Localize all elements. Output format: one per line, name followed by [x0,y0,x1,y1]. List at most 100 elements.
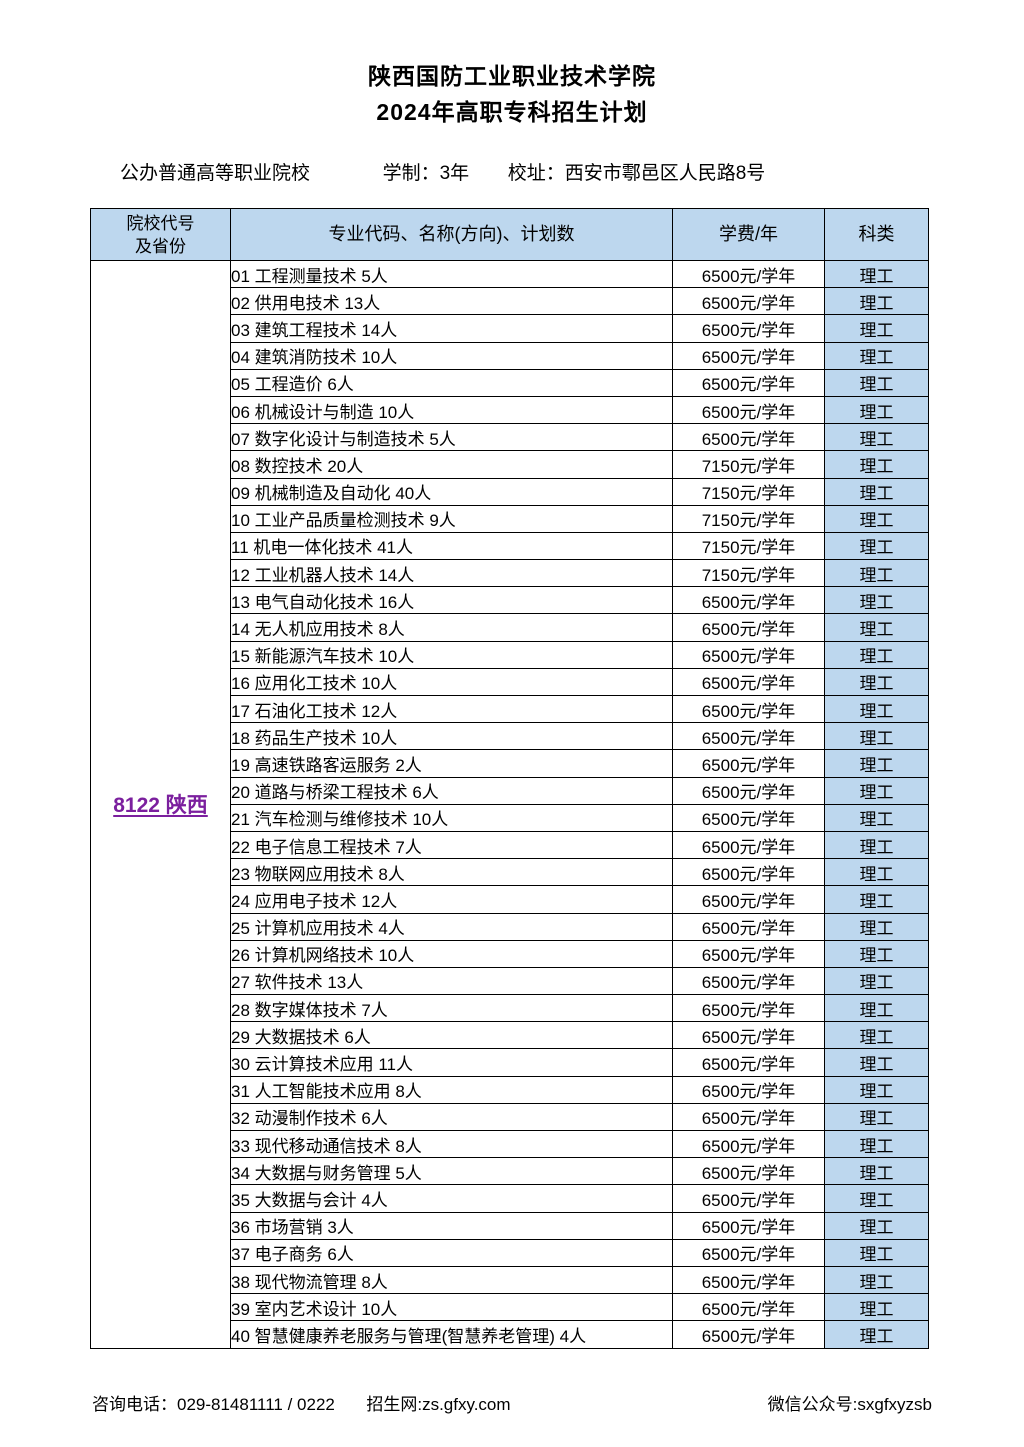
fee-cell: 6500元/学年 [672,749,825,778]
category-cell: 理工 [824,341,929,370]
column-header-school-code: 院校代号 及省份 [90,208,231,261]
category-cell: 理工 [824,749,929,778]
category-cell: 理工 [824,1211,929,1240]
major-cell: 34 大数据与财务管理 5人 [230,1157,673,1186]
table-header-row: 院校代号 及省份 专业代码、名称(方向)、计划数 学费/年 科类 [90,208,929,261]
category-cell: 理工 [824,259,929,289]
category-cell: 理工 [824,776,929,805]
major-cell: 15 新能源汽车技术 10人 [230,640,673,669]
fee-cell: 6500元/学年 [672,1265,825,1295]
table-row: 38 现代物流管理 8人 6500元/学年 理工 [91,1265,929,1295]
category-cell: 理工 [824,559,929,588]
table-row: 05 工程造价 6人 6500元/学年 理工 [91,368,929,397]
fee-cell: 6500元/学年 [672,1102,825,1132]
category-cell: 理工 [824,640,929,669]
major-cell: 02 供用电技术 13人 [230,287,673,316]
table-row: 30 云计算技术应用 11人 6500元/学年 理工 [91,1048,929,1077]
page-title-block: 陕西国防工业职业技术学院 2024年高职专科招生计划 [0,0,1024,130]
table-row: 07 数字化设计与制造技术 5人 6500元/学年 理工 [91,423,929,452]
fee-cell: 6500元/学年 [672,1048,825,1077]
category-cell: 理工 [824,1048,929,1077]
table-header: 院校代号 及省份 专业代码、名称(方向)、计划数 学费/年 科类 [90,208,929,261]
major-cell: 31 人工智能技术应用 8人 [230,1075,673,1104]
category-cell: 理工 [824,450,929,479]
major-cell: 17 石油化工技术 12人 [230,694,673,724]
category-cell: 理工 [824,966,929,996]
category-cell: 理工 [824,667,929,697]
fee-cell: 6500元/学年 [672,803,825,832]
fee-cell: 6500元/学年 [672,395,825,425]
footer-wechat: 微信公众号:sxgfxyzsb [767,1395,932,1414]
table-body: 8122 陕西 01 工程测量技术 5人 6500元/学年 理工 02 供用电技术 13… [90,259,929,1349]
admission-plan-table-wrap: 院校代号 及省份 专业代码、名称(方向)、计划数 学费/年 科类 8122 陕西… [0,208,1024,1349]
table-row: 39 室内艺术设计 10人 6500元/学年 理工 [91,1293,929,1322]
major-cell: 36 市场营销 3人 [230,1211,673,1240]
fee-cell: 6500元/学年 [672,830,825,860]
table-row: 08 数控技术 20人 7150元/学年 理工 [91,450,929,479]
category-cell: 理工 [824,1021,929,1050]
table-row: 35 大数据与会计 4人 6500元/学年 理工 [91,1184,929,1213]
table-row: 23 物联网应用技术 8人 6500元/学年 理工 [91,858,929,887]
fee-cell: 6500元/学年 [672,966,825,996]
fee-cell: 7150元/学年 [672,559,825,588]
page-title-plan: 2024年高职专科招生计划 [376,99,648,125]
fee-cell: 6500元/学年 [672,613,825,642]
table-row: 09 机械制造及自动化 40人 7150元/学年 理工 [91,477,929,506]
category-cell: 理工 [824,1293,929,1322]
category-cell: 理工 [824,722,929,751]
category-cell: 理工 [824,504,929,533]
table-row: 34 大数据与财务管理 5人 6500元/学年 理工 [91,1157,929,1186]
table-row: 17 石油化工技术 12人 6500元/学年 理工 [91,694,929,724]
fee-cell: 6500元/学年 [672,368,825,397]
table-row: 13 电气自动化技术 16人 6500元/学年 理工 [91,586,929,615]
category-cell: 理工 [824,694,929,724]
major-cell: 04 建筑消防技术 10人 [230,341,673,370]
major-cell: 32 动漫制作技术 6人 [230,1102,673,1132]
table-row: 40 智慧健康养老服务与管理(智慧养老管理) 4人 6500元/学年 理工 [91,1320,929,1349]
column-header-school-code-line1: 院校代号 [126,213,195,233]
footer-website: 招生网:zs.gfxy.com [366,1395,511,1414]
subtitle-row: 公办普通高等职业院校 学制：3年 校址：西安市鄠邑区人民路8号 [0,160,1024,188]
category-cell: 理工 [824,314,929,343]
study-duration-label: 学制：3年 [382,163,470,184]
category-cell: 理工 [824,939,929,968]
table-row: 28 数字媒体技术 7人 6500元/学年 理工 [91,994,929,1023]
major-cell: 16 应用化工技术 10人 [230,667,673,697]
table-row: 06 机械设计与制造 10人 6500元/学年 理工 [91,395,929,425]
table-row: 32 动漫制作技术 6人 6500元/学年 理工 [91,1102,929,1132]
category-cell: 理工 [824,1265,929,1295]
fee-cell: 7150元/学年 [672,477,825,506]
major-cell: 27 软件技术 13人 [230,966,673,996]
major-cell: 33 现代移动通信技术 8人 [230,1129,673,1159]
fee-cell: 6500元/学年 [672,1320,825,1349]
fee-cell: 6500元/学年 [672,314,825,343]
category-cell: 理工 [824,368,929,397]
footer-phone: 咨询电话：029-81481111 / 0222 [92,1395,335,1414]
major-cell: 01 工程测量技术 5人 [230,259,673,289]
major-cell: 18 药品生产技术 10人 [230,722,673,751]
major-cell: 30 云计算技术应用 11人 [230,1048,673,1077]
fee-cell: 7150元/学年 [672,531,825,561]
table-row: 24 应用电子技术 12人 6500元/学年 理工 [91,885,929,914]
category-cell: 理工 [824,912,929,941]
fee-cell: 6500元/学年 [672,939,825,968]
table-row: 25 计算机应用技术 4人 6500元/学年 理工 [91,912,929,941]
major-cell: 10 工业产品质量检测技术 9人 [230,504,673,533]
category-cell: 理工 [824,586,929,615]
fee-cell: 6500元/学年 [672,722,825,751]
table-row: 21 汽车检测与维修技术 10人 6500元/学年 理工 [91,803,929,832]
major-cell: 21 汽车检测与维修技术 10人 [230,803,673,832]
fee-cell: 6500元/学年 [672,1129,825,1159]
category-cell: 理工 [824,1320,929,1349]
table-row: 03 建筑工程技术 14人 6500元/学年 理工 [91,314,929,343]
category-cell: 理工 [824,1157,929,1186]
major-cell: 05 工程造价 6人 [230,368,673,397]
major-cell: 35 大数据与会计 4人 [230,1184,673,1213]
major-cell: 29 大数据技术 6人 [230,1021,673,1050]
footer: 咨询电话：029-81481111 / 0222 招生网:zs.gfxy.com… [0,1393,1024,1417]
category-cell: 理工 [824,1102,929,1132]
major-cell: 20 道路与桥梁工程技术 6人 [230,776,673,805]
category-cell: 理工 [824,885,929,914]
table-row: 19 高速铁路客运服务 2人 6500元/学年 理工 [91,749,929,778]
table-row: 8122 陕西 01 工程测量技术 5人 6500元/学年 理工 [90,259,929,1349]
